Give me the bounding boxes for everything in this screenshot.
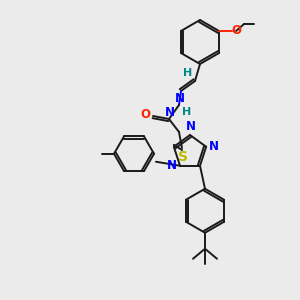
- Text: N: N: [167, 159, 177, 172]
- Text: O: O: [140, 109, 150, 122]
- Text: N: N: [209, 140, 219, 153]
- Text: N: N: [186, 120, 196, 133]
- Text: H: H: [182, 107, 191, 117]
- Text: O: O: [231, 25, 241, 38]
- Text: H: H: [183, 68, 193, 78]
- Text: N: N: [175, 92, 185, 105]
- Text: S: S: [178, 150, 188, 164]
- Text: N: N: [165, 106, 175, 119]
